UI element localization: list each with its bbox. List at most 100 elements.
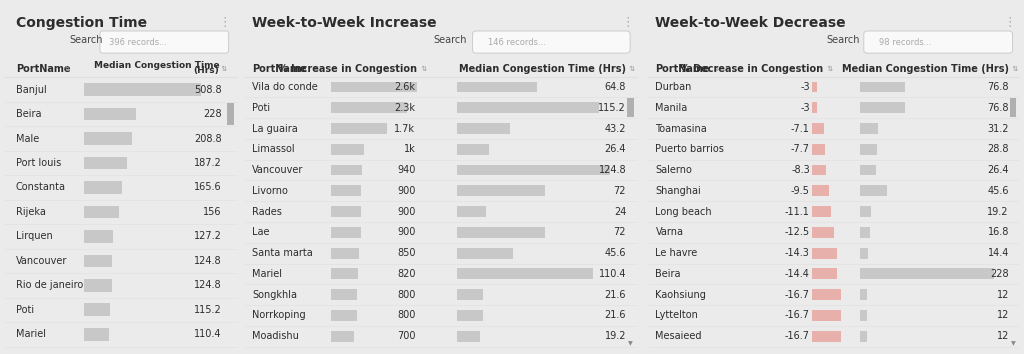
Text: -16.7: -16.7 — [784, 331, 810, 341]
Text: -14.4: -14.4 — [785, 269, 810, 279]
FancyBboxPatch shape — [860, 144, 877, 155]
Text: Le havre: Le havre — [655, 248, 697, 258]
FancyBboxPatch shape — [331, 268, 358, 279]
Text: 21.6: 21.6 — [605, 310, 627, 320]
Text: PortName: PortName — [15, 64, 71, 74]
Text: 110.4: 110.4 — [195, 329, 221, 339]
Text: 228: 228 — [203, 109, 221, 119]
Text: 2.6k: 2.6k — [394, 82, 416, 92]
Text: Search: Search — [70, 35, 103, 45]
Text: 12: 12 — [996, 290, 1009, 299]
Text: -3: -3 — [800, 103, 810, 113]
Text: ⇅: ⇅ — [219, 66, 227, 72]
FancyBboxPatch shape — [812, 248, 838, 258]
Text: Lae: Lae — [252, 227, 269, 238]
Text: 19.2: 19.2 — [605, 331, 627, 341]
Text: Poti: Poti — [15, 305, 34, 315]
FancyBboxPatch shape — [860, 248, 868, 258]
FancyBboxPatch shape — [457, 102, 599, 113]
Text: Limassol: Limassol — [252, 144, 295, 154]
FancyBboxPatch shape — [457, 123, 510, 134]
Text: 187.2: 187.2 — [194, 158, 221, 168]
FancyBboxPatch shape — [84, 255, 113, 267]
FancyBboxPatch shape — [457, 82, 537, 92]
FancyBboxPatch shape — [331, 248, 359, 258]
Text: 156: 156 — [203, 207, 221, 217]
Text: Manila: Manila — [655, 103, 688, 113]
FancyBboxPatch shape — [864, 31, 1013, 53]
Text: PortName: PortName — [252, 64, 306, 74]
FancyBboxPatch shape — [457, 185, 546, 196]
Text: Long beach: Long beach — [655, 207, 712, 217]
Text: 12: 12 — [996, 331, 1009, 341]
Text: Rio de janeiro: Rio de janeiro — [15, 280, 83, 290]
Text: 396 records...: 396 records... — [110, 38, 167, 47]
Text: PortName: PortName — [655, 64, 710, 74]
FancyBboxPatch shape — [457, 310, 483, 321]
Text: Kaohsiung: Kaohsiung — [655, 290, 707, 299]
FancyBboxPatch shape — [472, 31, 630, 53]
Text: Moadishu: Moadishu — [252, 331, 299, 341]
FancyBboxPatch shape — [860, 165, 876, 176]
FancyBboxPatch shape — [860, 123, 879, 134]
FancyBboxPatch shape — [84, 132, 131, 145]
Text: 12: 12 — [996, 310, 1009, 320]
Text: Songkhla: Songkhla — [252, 290, 297, 299]
FancyBboxPatch shape — [812, 227, 834, 238]
FancyBboxPatch shape — [812, 206, 831, 217]
FancyBboxPatch shape — [812, 289, 842, 300]
FancyBboxPatch shape — [860, 185, 887, 196]
FancyBboxPatch shape — [860, 310, 867, 321]
Text: Puerto barrios: Puerto barrios — [655, 144, 724, 154]
Text: 115.2: 115.2 — [598, 103, 627, 113]
Text: 127.2: 127.2 — [194, 232, 221, 241]
Text: -16.7: -16.7 — [784, 310, 810, 320]
Text: 45.6: 45.6 — [987, 186, 1009, 196]
Text: 115.2: 115.2 — [194, 305, 221, 315]
Text: Durban: Durban — [655, 82, 692, 92]
Text: -3: -3 — [800, 82, 810, 92]
Text: Banjul: Banjul — [15, 85, 46, 95]
Text: 900: 900 — [397, 207, 416, 217]
Text: ⋮: ⋮ — [622, 16, 634, 29]
Text: Shanghai: Shanghai — [655, 186, 701, 196]
Text: 700: 700 — [397, 331, 416, 341]
FancyBboxPatch shape — [84, 83, 201, 96]
Text: 900: 900 — [397, 186, 416, 196]
Text: -16.7: -16.7 — [784, 290, 810, 299]
Text: 76.8: 76.8 — [987, 82, 1009, 92]
Text: -14.3: -14.3 — [785, 248, 810, 258]
Text: 72: 72 — [613, 186, 627, 196]
Text: 72: 72 — [613, 227, 627, 238]
Text: -9.5: -9.5 — [791, 186, 810, 196]
Text: Norrkoping: Norrkoping — [252, 310, 305, 320]
FancyBboxPatch shape — [331, 206, 360, 217]
Text: 110.4: 110.4 — [599, 269, 627, 279]
Text: 124.8: 124.8 — [599, 165, 627, 175]
Text: 508.8: 508.8 — [194, 85, 221, 95]
FancyBboxPatch shape — [84, 108, 136, 120]
Text: 165.6: 165.6 — [194, 182, 221, 193]
FancyBboxPatch shape — [100, 31, 228, 53]
Text: Vancouver: Vancouver — [252, 165, 303, 175]
FancyBboxPatch shape — [331, 82, 418, 92]
Text: Lirquen: Lirquen — [15, 232, 52, 241]
Text: ⇅: ⇅ — [311, 66, 319, 72]
Text: ⇅: ⇅ — [420, 66, 427, 72]
FancyBboxPatch shape — [331, 289, 357, 300]
FancyBboxPatch shape — [457, 331, 480, 342]
Text: Rijeka: Rijeka — [15, 207, 46, 217]
FancyBboxPatch shape — [812, 185, 828, 196]
Text: (Hrs): (Hrs) — [194, 66, 219, 75]
Text: ⋮: ⋮ — [218, 16, 231, 29]
Text: 800: 800 — [397, 290, 416, 299]
Text: 850: 850 — [397, 248, 416, 258]
FancyBboxPatch shape — [860, 331, 867, 342]
Text: 14.4: 14.4 — [987, 248, 1009, 258]
FancyBboxPatch shape — [812, 331, 842, 342]
Text: -12.5: -12.5 — [784, 227, 810, 238]
Text: Toamasina: Toamasina — [655, 124, 708, 133]
Text: Constanta: Constanta — [15, 182, 66, 193]
Text: 1.7k: 1.7k — [394, 124, 416, 133]
FancyBboxPatch shape — [457, 144, 489, 155]
